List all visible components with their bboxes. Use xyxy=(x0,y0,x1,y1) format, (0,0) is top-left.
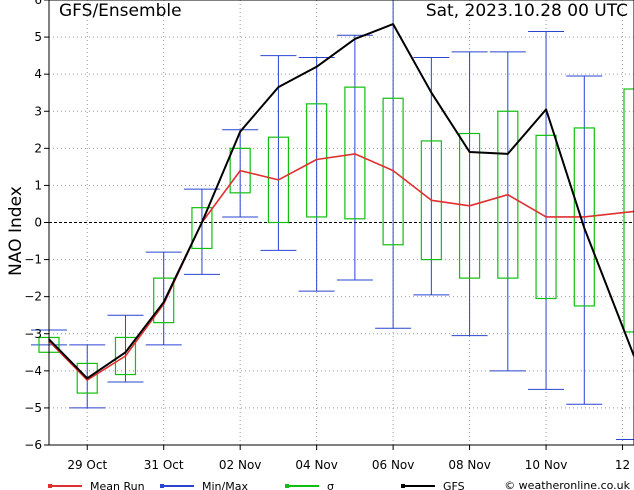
y-axis-label: NAO Index xyxy=(6,186,26,276)
gfs-point xyxy=(201,221,203,224)
sigma-box xyxy=(229,147,251,194)
mean-run-point xyxy=(430,199,433,202)
sigma-box xyxy=(420,140,442,261)
y-tick-label: −4 xyxy=(24,364,42,378)
gfs-point xyxy=(392,23,394,25)
mean-run-point xyxy=(277,179,280,181)
sigma-box xyxy=(458,132,481,279)
y-tick-label: 2 xyxy=(34,141,42,155)
legend-item-minmax: Min/Max xyxy=(160,480,248,490)
mean-run-point xyxy=(545,216,547,218)
gfs-point xyxy=(124,351,127,354)
ensemble-boxes xyxy=(31,0,634,440)
legend-swatch-marker xyxy=(160,484,164,488)
x-tick-label: 02 Nov xyxy=(219,458,262,472)
legend-swatch-marker xyxy=(285,484,289,488)
mean-run-point xyxy=(354,153,356,155)
gfs-point xyxy=(468,151,471,153)
mean-run-point xyxy=(507,193,509,196)
gfs-point xyxy=(583,227,586,229)
gfs-point xyxy=(86,377,89,380)
gfs-point xyxy=(315,65,318,68)
legend-label: GFS xyxy=(443,480,465,490)
y-axis-ticks: 6 5 4 3 2 1 0 −1 −2 −3 −4 −5 −6 xyxy=(24,0,49,452)
legend: Mean Run Min/Max σ GFS xyxy=(48,480,465,490)
legend-label: Mean Run xyxy=(90,480,145,490)
legend-swatch-marker xyxy=(401,484,405,488)
gfs-point xyxy=(545,108,547,111)
mean-run-point xyxy=(468,205,471,207)
sigma-box xyxy=(344,86,366,220)
sigma-box xyxy=(382,97,404,246)
gfs-point xyxy=(507,153,509,155)
x-tick-label: 31 Oct xyxy=(144,458,184,472)
credit-text: © weatheronline.co.uk xyxy=(504,479,630,490)
y-tick-label: −2 xyxy=(24,290,42,304)
x-tick-label: 04 Nov xyxy=(295,458,338,472)
y-tick-label: 3 xyxy=(34,104,42,118)
mean-run-point xyxy=(239,169,241,172)
legend-item-mean: Mean Run xyxy=(48,480,145,490)
mean-run-point xyxy=(392,169,394,172)
legend-label: Min/Max xyxy=(202,480,248,490)
x-axis-ticks: 29 Oct 31 Oct 02 Nov 04 Nov 06 Nov 08 Nov 10 N… xyxy=(67,445,630,472)
legend-item-sigma: σ xyxy=(285,480,334,490)
mean-run-point xyxy=(86,379,89,381)
sigma-box xyxy=(267,136,290,224)
legend-swatch-marker xyxy=(48,484,52,488)
x-tick-label: 06 Nov xyxy=(372,458,415,472)
y-tick-label: −3 xyxy=(24,327,42,341)
mean-run-point xyxy=(315,158,318,161)
gfs-point xyxy=(239,130,241,133)
gfs-point xyxy=(430,91,433,94)
sigma-box xyxy=(76,362,98,394)
run-timestamp: Sat, 2023.10.28 00 UTC xyxy=(426,1,628,21)
chart-title: GFS/Ensemble xyxy=(59,1,182,21)
gfs-point xyxy=(277,86,280,88)
sigma-box xyxy=(114,336,137,376)
gfs-point xyxy=(162,301,165,304)
sigma-box xyxy=(623,88,634,333)
x-tick-label: 12 xyxy=(615,458,630,472)
legend-label: σ xyxy=(327,480,334,490)
sigma-box xyxy=(153,277,175,324)
y-tick-label: 5 xyxy=(34,30,42,44)
mean-run-point xyxy=(583,216,586,218)
y-tick-label: −6 xyxy=(24,438,42,452)
y-tick-label: 4 xyxy=(34,67,42,81)
y-tick-label: 1 xyxy=(34,178,42,192)
y-tick-label: −5 xyxy=(24,401,42,415)
x-tick-label: 10 Nov xyxy=(525,458,568,472)
sigma-box xyxy=(306,103,328,218)
mean-run-point xyxy=(124,355,127,357)
sigma-box xyxy=(191,207,213,250)
legend-item-gfs: GFS xyxy=(401,480,465,490)
sigma-box xyxy=(497,110,519,279)
y-tick-label: −1 xyxy=(24,253,42,267)
x-tick-label: 08 Nov xyxy=(448,458,491,472)
mean-run-line xyxy=(48,153,634,381)
y-tick-label: 0 xyxy=(34,216,42,230)
y-tick-label: 6 xyxy=(34,0,42,7)
gfs-line xyxy=(48,23,634,380)
series-lines xyxy=(48,23,634,381)
gfs-point xyxy=(354,38,356,40)
x-tick-label: 29 Oct xyxy=(67,458,107,472)
